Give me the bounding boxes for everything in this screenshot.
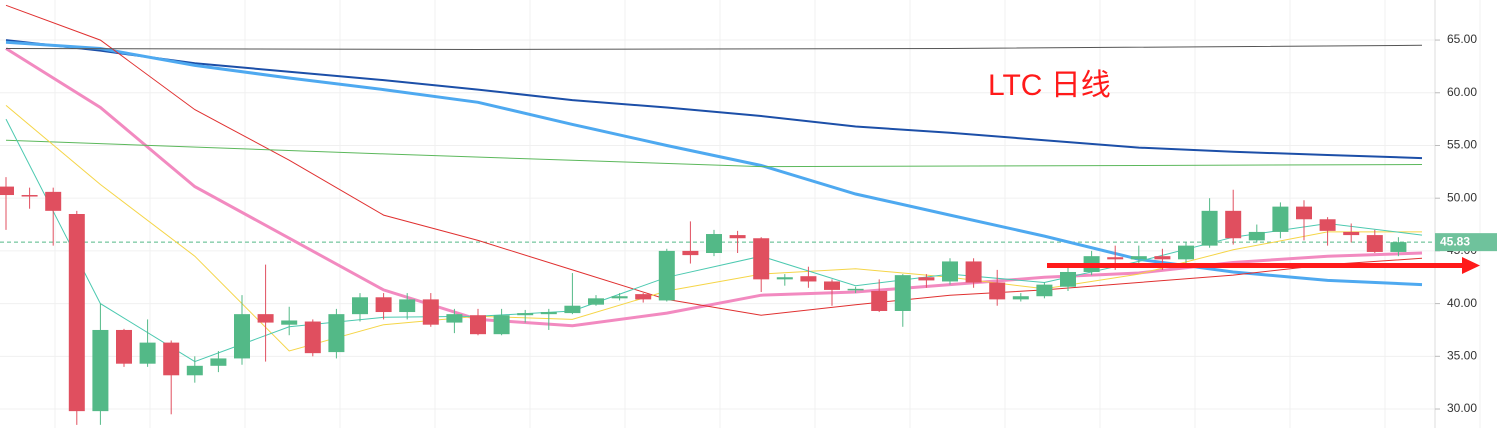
candle-body — [422, 299, 439, 325]
candle-body — [1060, 271, 1076, 287]
candle-body — [540, 312, 557, 315]
chart-title: LTC 日线 — [988, 69, 1111, 102]
candle-body — [281, 320, 298, 325]
arrow — [1047, 257, 1480, 274]
candle-body — [446, 314, 463, 323]
ma-line — [5, 39, 1423, 160]
candle-body — [658, 250, 675, 301]
candle-body — [0, 186, 14, 196]
last-price-label: 45.83 — [1440, 234, 1470, 248]
candles — [0, 177, 1407, 425]
y-tick-label: 60.00 — [1447, 85, 1477, 99]
candle-body — [1248, 231, 1265, 241]
candle-body — [1225, 210, 1242, 239]
y-tick-label: 40.00 — [1447, 296, 1477, 310]
candle-body — [45, 191, 62, 211]
candle-body — [824, 281, 840, 290]
candle-body — [163, 342, 180, 376]
candle-body — [328, 314, 345, 353]
candle-body — [92, 329, 109, 412]
candle-body — [1154, 256, 1171, 260]
candle-body — [470, 315, 486, 335]
candle-body — [1012, 296, 1029, 300]
candle-body — [493, 315, 510, 335]
candle-body — [588, 298, 604, 305]
candle-body — [682, 250, 699, 256]
candle-body — [1201, 210, 1218, 246]
y-tick-label: 50.00 — [1447, 190, 1477, 204]
candle-body — [1366, 235, 1383, 252]
candle-body — [1178, 245, 1194, 260]
candle-body — [1107, 257, 1124, 260]
candle-body — [1343, 231, 1360, 236]
candle-body — [116, 329, 132, 364]
candle-body — [352, 297, 368, 315]
candle-body — [1390, 242, 1407, 252]
y-tick-label: 65.00 — [1447, 32, 1477, 46]
candle-body — [1036, 284, 1053, 297]
candle-body — [706, 234, 722, 254]
ma-line — [5, 44, 1423, 51]
last-price-tag — [1435, 233, 1497, 252]
candle-body — [399, 299, 416, 313]
candle-body — [375, 297, 392, 313]
candle-body — [304, 321, 321, 354]
candle-body — [989, 282, 1006, 300]
candle-body — [918, 277, 935, 281]
candle-body — [517, 313, 534, 316]
candle-body — [1296, 206, 1312, 220]
ma-line — [5, 4, 1423, 316]
y-tick-label: 30.00 — [1447, 401, 1477, 415]
candle-body — [942, 261, 958, 282]
candle-body — [894, 275, 911, 311]
candle-body — [729, 235, 746, 239]
y-tick-label: 55.00 — [1447, 138, 1477, 152]
candle-body — [21, 195, 38, 197]
candle-body — [564, 305, 581, 314]
ma-line — [5, 139, 1423, 168]
y-tick-label: 35.00 — [1447, 348, 1477, 362]
candle-body — [186, 365, 203, 376]
candle-body — [753, 238, 770, 280]
candle-body — [1272, 206, 1289, 232]
candle-body — [68, 214, 85, 412]
candle-body — [776, 277, 793, 280]
candle-body — [1319, 219, 1336, 231]
candle-body — [234, 314, 250, 359]
candle-body — [871, 290, 888, 311]
candle-body — [210, 358, 227, 366]
candle-body — [257, 314, 274, 323]
candle-body — [139, 342, 156, 364]
candle-body — [611, 296, 628, 299]
candle-body — [1130, 256, 1147, 260]
candle-body — [800, 276, 817, 282]
candle-body — [635, 294, 652, 300]
y-axis: 30.0035.0040.0045.0050.0055.0060.0065.00… — [1435, 32, 1497, 415]
candle-body — [965, 261, 982, 283]
candle-body — [847, 288, 864, 291]
